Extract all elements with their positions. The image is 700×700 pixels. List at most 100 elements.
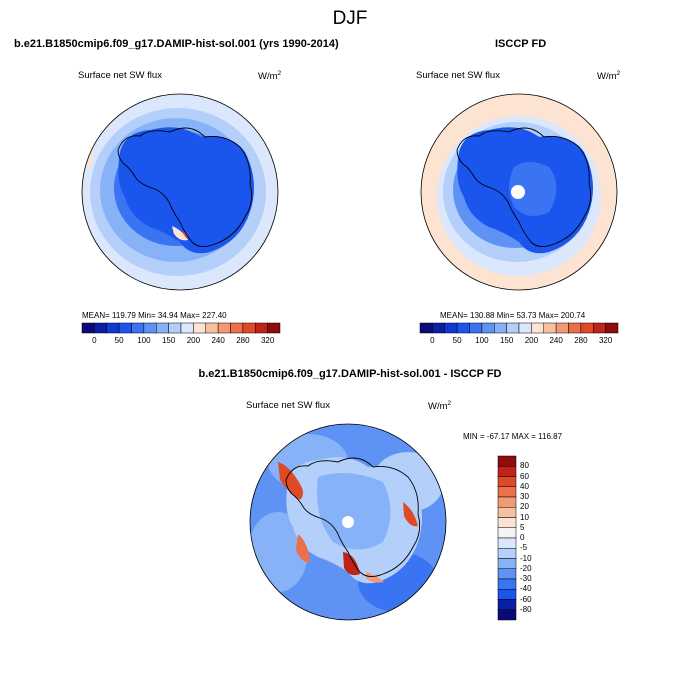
map-fill-hot-peninsula — [278, 462, 303, 500]
obs-units-label: W/m2 — [597, 70, 621, 83]
colorbar-tick-label: 320 — [598, 336, 613, 345]
colorbar-swatch — [497, 609, 517, 621]
colorbar-tick-label: -20 — [520, 563, 532, 573]
colorbar-swatch — [593, 322, 606, 334]
colorbar-swatch — [242, 322, 256, 334]
colorbar-swatch — [555, 322, 569, 334]
map-border — [81, 93, 279, 291]
colorbar-tick-label: 0 — [520, 533, 525, 542]
colorbar-tick-label: 240 — [549, 336, 563, 345]
colorbar-swatch — [255, 322, 268, 334]
colorbar-tick-label: 50 — [452, 336, 462, 345]
map-fill-continent — [118, 127, 254, 254]
map-fill-hot-east — [403, 502, 418, 527]
colorbar-swatch — [481, 322, 495, 334]
obs-variable-label: Surface net SW flux — [416, 70, 500, 81]
map-fill-ross-shelf — [172, 226, 188, 241]
colorbar-tick-label: 20 — [520, 502, 529, 512]
colorbar-tick-label: -10 — [520, 553, 532, 563]
obs-colorbar — [419, 322, 619, 334]
colorbar-tick-label: 280 — [574, 336, 588, 345]
colorbar-tick-label: -60 — [520, 594, 532, 604]
colorbar-tick-label: 30 — [520, 492, 529, 501]
obs-panel-title: ISCCP FD — [495, 38, 547, 50]
colorbar-tick-label: 150 — [499, 336, 514, 345]
colorbar-tick-label: 60 — [520, 471, 529, 481]
model-polar-map — [81, 93, 279, 291]
colorbar-swatch — [497, 517, 517, 528]
colorbar-tick-label: 240 — [211, 336, 225, 345]
colorbar-swatch — [497, 548, 517, 559]
obs-polar-map — [420, 93, 618, 291]
colorbar-tick-label: 5 — [520, 522, 525, 532]
colorbar-swatch — [497, 558, 517, 569]
colorbar-swatch — [444, 322, 458, 334]
colorbar-swatch — [205, 322, 219, 334]
colorbar-tick-label: -80 — [520, 604, 532, 614]
colorbar-tick-label: -40 — [520, 584, 532, 594]
map-border — [420, 93, 618, 291]
colorbar-swatch — [497, 599, 517, 610]
diff-units-label: W/m2 — [428, 400, 452, 413]
colorbar-swatch — [497, 568, 517, 580]
colorbar-swatch — [131, 322, 145, 334]
colorbar-swatch — [497, 476, 517, 487]
pole-gap — [511, 185, 525, 199]
colorbar-tick-label: 100 — [475, 336, 489, 345]
pole-gap — [342, 516, 354, 528]
diff-polar-map — [249, 423, 447, 621]
colorbar-tick-label: 0 — [430, 336, 435, 345]
colorbar-swatch — [180, 322, 194, 334]
colorbar-swatch — [580, 322, 594, 334]
colorbar-swatch — [81, 322, 95, 334]
coastline — [117, 127, 253, 247]
obs-stats: MEAN= 130.88 Min= 53.73 Max= 200.74 — [440, 311, 586, 320]
map-border — [249, 423, 447, 621]
model-panel-title: b.e21.B1850cmip6.f09_g17.DAMIP-hist-sol.… — [14, 38, 339, 50]
map-fill-plateau — [509, 162, 557, 216]
map-fill-hot-west — [296, 534, 310, 563]
diff-variable-label: Surface net SW flux — [246, 400, 330, 411]
colorbar-swatch — [106, 322, 120, 334]
map-fill-hot-ross — [343, 552, 360, 576]
colorbar-swatch — [497, 578, 517, 590]
colorbar-tick-label: 320 — [260, 336, 275, 345]
colorbar-swatch — [217, 322, 231, 334]
colorbar-swatch — [518, 322, 532, 334]
colorbar-swatch — [193, 322, 206, 334]
colorbar-tick-label: 40 — [520, 481, 529, 491]
colorbar-tick-label: 100 — [137, 336, 151, 345]
map-fill-hotspot — [182, 232, 188, 238]
colorbar-tick-label: 280 — [236, 336, 250, 345]
colorbar-swatch — [118, 322, 132, 334]
colorbar-swatch — [432, 322, 445, 334]
colorbar-tick-label: 10 — [520, 512, 529, 522]
colorbar-swatch — [497, 507, 517, 518]
colorbar-tick-label: 200 — [524, 336, 539, 345]
colorbar-tick-label: -30 — [520, 574, 532, 583]
map-fill-warm-south — [366, 572, 384, 583]
colorbar-swatch — [168, 322, 182, 334]
coastline — [285, 457, 421, 577]
colorbar-swatch — [230, 322, 244, 334]
colorbar-swatch — [605, 322, 619, 334]
colorbar-swatch — [543, 322, 557, 334]
colorbar-swatch — [94, 322, 107, 334]
model-variable-label: Surface net SW flux — [78, 70, 162, 81]
page-title: DJF — [332, 8, 368, 29]
model-stats: MEAN= 119.79 Min= 34.94 Max= 227.40 — [82, 311, 227, 320]
map-fill-interior — [317, 473, 391, 550]
colorbar-tick-label: 0 — [92, 336, 97, 345]
colorbar-swatch — [267, 322, 281, 334]
colorbar-tick-label: 50 — [114, 336, 124, 345]
colorbar-swatch — [497, 527, 517, 539]
diff-colorbar — [497, 455, 517, 621]
colorbar-swatch — [497, 589, 517, 600]
colorbar-swatch — [419, 322, 433, 334]
colorbar-swatch — [497, 496, 517, 508]
colorbar-swatch — [568, 322, 582, 334]
colorbar-swatch — [506, 322, 520, 334]
colorbar-swatch — [494, 322, 507, 334]
model-colorbar — [81, 322, 281, 334]
model-units-label: W/m2 — [258, 70, 282, 83]
